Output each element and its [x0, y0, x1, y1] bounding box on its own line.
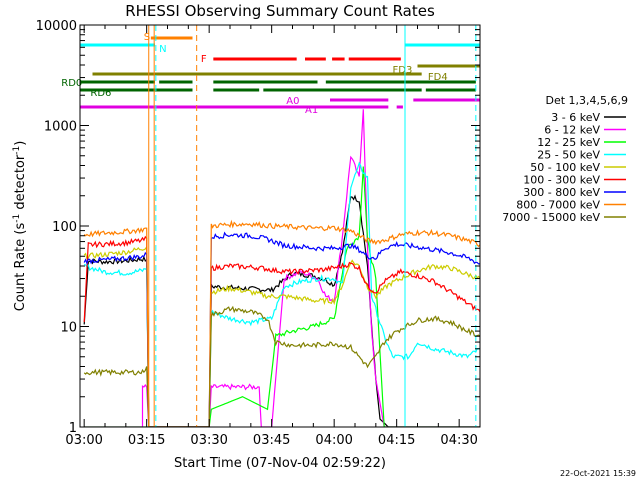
- y-tick-label: 100: [52, 220, 77, 235]
- legend-entry-label: 3 - 6 keV: [551, 111, 600, 124]
- flag-label: A1: [305, 105, 318, 116]
- series-line: [83, 235, 480, 427]
- series-line: [83, 244, 480, 427]
- series-line: [84, 109, 480, 427]
- series-line: [84, 166, 480, 427]
- y-tick-label: 1000: [44, 120, 77, 135]
- flag-label: FD4: [428, 72, 448, 83]
- plot-area: [83, 109, 480, 427]
- flag-bars: SN F FD3 FD4 RD0 RD6 A0 A1: [61, 32, 480, 116]
- x-tick-label: 04:15: [378, 433, 415, 448]
- x-axis: 03:00 03:15 03:30 03:45 04:00 04:15 04:30: [65, 25, 481, 448]
- legend-entry-label: 6 - 12 keV: [544, 124, 600, 137]
- legend-entry-label: 50 - 100 keV: [530, 161, 600, 174]
- y-axis-label: Count Rate (s-1 detector-1): [12, 141, 28, 312]
- flag-label: N: [159, 44, 166, 55]
- legend-entry-label: 7000 - 15000 keV: [502, 211, 600, 224]
- y-tick-label: 10000: [36, 19, 77, 34]
- flag-label: RD6: [90, 88, 111, 99]
- flag-label: S: [144, 32, 150, 43]
- legend-entry-label: 25 - 50 keV: [537, 149, 600, 162]
- y-axis: 1 10 100 1000 10000: [36, 19, 480, 436]
- timestamp: 22-Oct-2021 15:39: [560, 469, 636, 478]
- x-tick-label: 04:30: [440, 433, 477, 448]
- y-tick-label: 10: [60, 321, 77, 336]
- x-tick-label: 03:45: [253, 433, 290, 448]
- flag-label: RD0: [61, 78, 82, 89]
- series-line: [83, 194, 480, 427]
- flag-label: FD3: [393, 65, 413, 76]
- x-tick-label: 04:00: [315, 433, 352, 448]
- legend-entry-label: 300 - 800 keV: [523, 186, 600, 199]
- x-tick-label: 03:15: [128, 433, 165, 448]
- flag-label: A0: [286, 96, 299, 107]
- flag-label: F: [201, 54, 207, 65]
- x-tick-label: 03:00: [65, 433, 102, 448]
- series-line: [83, 231, 480, 427]
- legend-entry-label: 100 - 300 keV: [523, 174, 600, 187]
- series-line: [83, 305, 480, 427]
- y-tick-label: 1: [69, 421, 77, 436]
- x-tick-label: 03:30: [190, 433, 227, 448]
- legend-entry-label: 800 - 7000 keV: [516, 199, 600, 212]
- series-line: [83, 219, 480, 427]
- legend-title: Det 1,3,4,5,6,9: [545, 94, 628, 107]
- chart-title: RHESSI Observing Summary Count Rates: [125, 2, 435, 20]
- x-axis-label: Start Time (07-Nov-04 02:59:22): [174, 456, 386, 471]
- legend-entry-label: 12 - 25 keV: [537, 136, 600, 149]
